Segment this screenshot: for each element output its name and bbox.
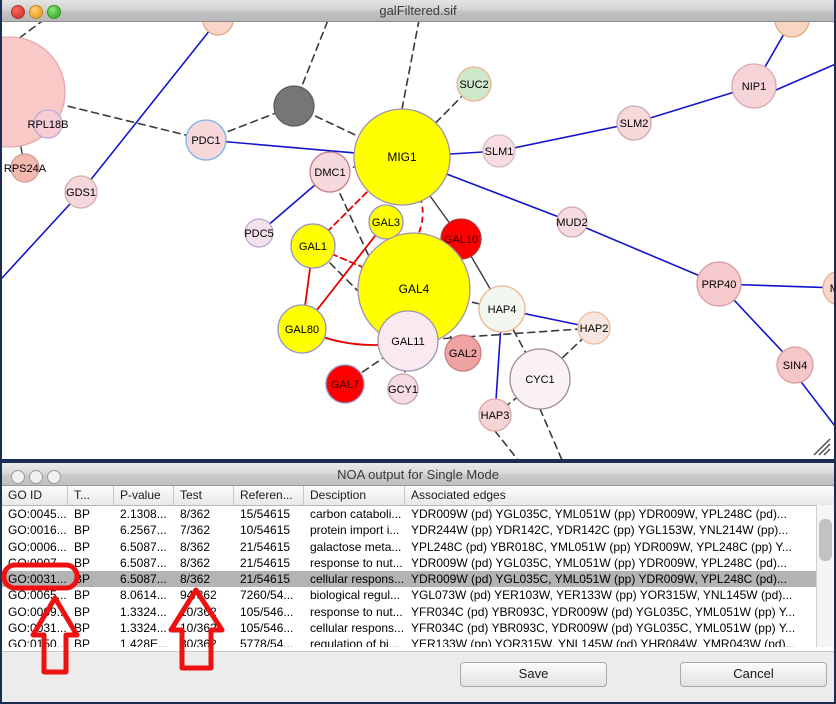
svg-text:GAL80: GAL80 (285, 324, 319, 336)
svg-text:HAP3: HAP3 (481, 410, 510, 422)
svg-text:GDS1: GDS1 (66, 187, 96, 199)
svg-text:SLM2: SLM2 (620, 118, 649, 130)
svg-text:RPS24A: RPS24A (4, 163, 47, 175)
svg-text:GAL1: GAL1 (299, 241, 327, 253)
svg-text:GAL3: GAL3 (372, 217, 400, 229)
svg-text:SLM1: SLM1 (485, 146, 514, 158)
svg-text:GAL10: GAL10 (444, 234, 478, 246)
svg-text:MUD2: MUD2 (556, 217, 587, 229)
svg-text:DMC1: DMC1 (314, 167, 345, 179)
svg-text:GAL7: GAL7 (331, 379, 359, 391)
svg-text:PDC1: PDC1 (191, 135, 220, 147)
svg-text:GAL2: GAL2 (449, 348, 477, 360)
svg-text:CYC1: CYC1 (525, 374, 554, 386)
svg-text:PRP40: PRP40 (702, 279, 737, 291)
svg-text:HAP2: HAP2 (580, 323, 609, 335)
svg-text:GCY1: GCY1 (388, 384, 418, 396)
svg-text:PDC5: PDC5 (244, 228, 273, 240)
svg-text:NIP1: NIP1 (742, 81, 766, 93)
svg-text:SIN4: SIN4 (783, 360, 807, 372)
svg-text:GAL11: GAL11 (391, 336, 424, 348)
svg-text:RPL18B: RPL18B (28, 119, 69, 131)
svg-text:GAL4: GAL4 (399, 282, 430, 296)
svg-text:MSI1: MSI1 (830, 283, 836, 295)
svg-text:SUC2: SUC2 (459, 79, 488, 91)
svg-text:HAP4: HAP4 (488, 304, 517, 316)
svg-text:MIG1: MIG1 (387, 150, 417, 164)
